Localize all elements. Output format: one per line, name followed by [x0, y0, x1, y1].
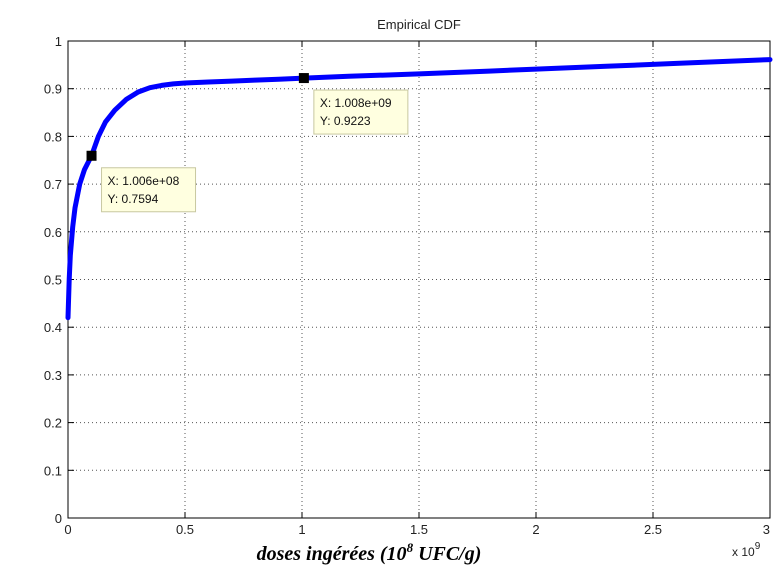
x-axis-exponent: x 109	[732, 541, 761, 559]
x-axis-label-sup: 8	[407, 540, 414, 555]
y-tick-label: 0.5	[44, 273, 62, 288]
datatips: X: 1.006e+08 Y: 0.7594 X: 1.008e+09 Y: 0.92…	[86, 73, 409, 213]
y-tick-label: 0.1	[44, 463, 62, 478]
x-axis-label-post: UFC/g)	[413, 543, 481, 565]
y-tick-label: 0.9	[44, 82, 62, 97]
y-tick-label: 0.6	[44, 225, 62, 240]
datatip-box	[101, 167, 197, 213]
x-axis-label: doses ingérées (108 UFC/g)	[257, 540, 482, 565]
grid-lines	[68, 41, 770, 518]
y-tick-label: 0.3	[44, 368, 62, 383]
y-tick-label: 0.2	[44, 416, 62, 431]
y-tick-label: 0.7	[44, 177, 62, 192]
y-tick-label: 0	[55, 511, 62, 526]
y-tick-label: 1	[55, 34, 62, 49]
y-tick-label: 0.8	[44, 129, 62, 144]
x-tick-label: 1	[298, 522, 305, 537]
datatip-marker	[298, 73, 309, 84]
axis-ticks: 0 0.5 1 1.5 2 2.5 3 0 0.1 0.2 0.3 0.4 0.5 0.6 0.7 0.8 0.…	[44, 34, 771, 537]
datatip-x-text: X: 1.006e+08	[108, 174, 180, 188]
chart-title: Empirical CDF	[377, 17, 461, 32]
datatip-box	[313, 89, 409, 135]
x-axis-exponent-sup: 9	[755, 541, 761, 552]
datatip-marker	[86, 150, 97, 161]
x-axis-label-pre: doses ingérées (10	[257, 543, 407, 565]
x-tick-label: 2.5	[644, 522, 662, 537]
x-tick-label: 0.5	[176, 522, 194, 537]
x-tick-label: 0	[64, 522, 71, 537]
datatip-x-text: X: 1.008e+09	[320, 96, 392, 110]
x-axis-exponent-base: x 10	[732, 545, 755, 559]
datatip-y-text: Y: 0.9223	[320, 114, 371, 128]
cdf-series-line	[65, 57, 773, 321]
datatip-y-text: Y: 0.7594	[108, 192, 159, 206]
x-tick-label: 2	[532, 522, 539, 537]
x-tick-label: 3	[763, 522, 770, 537]
y-tick-label: 0.4	[44, 320, 62, 335]
x-tick-label: 1.5	[410, 522, 428, 537]
